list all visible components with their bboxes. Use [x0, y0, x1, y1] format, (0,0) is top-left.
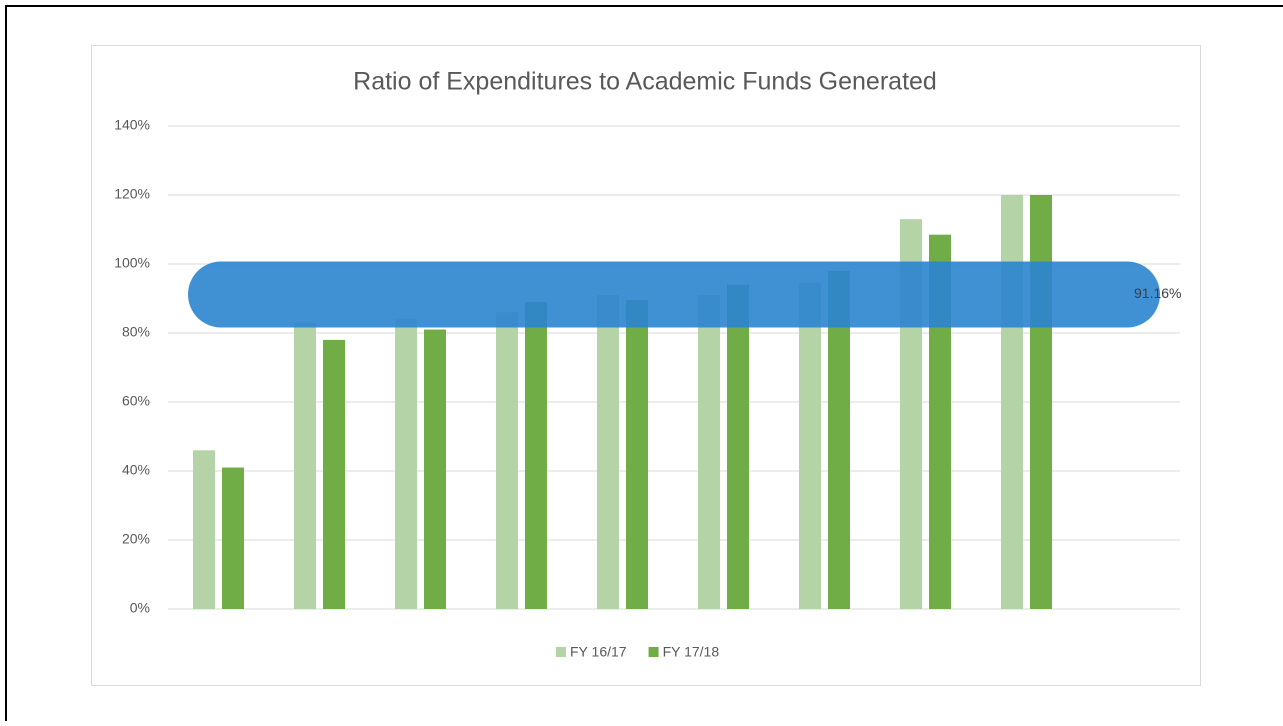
legend-label: FY 17/18 — [663, 644, 720, 660]
bar — [424, 329, 446, 609]
frame — [5, 5, 1283, 726]
y-tick-label: 40% — [122, 462, 150, 478]
legend-swatch — [648, 647, 659, 657]
bar — [222, 467, 244, 609]
legend-label: FY 16/17 — [570, 644, 627, 660]
y-tick-label: 120% — [114, 186, 150, 202]
y-tick-label: 100% — [114, 255, 150, 271]
bar — [929, 234, 951, 610]
bar — [525, 301, 547, 609]
y-tick-label: 80% — [122, 324, 150, 340]
chart-title: Ratio of Expenditures to Academic Funds … — [353, 68, 937, 96]
bar — [193, 450, 215, 609]
y-tick-label: 0% — [130, 600, 150, 616]
bar — [496, 312, 518, 609]
average-label: 91.16% — [1134, 285, 1181, 301]
bar — [799, 282, 821, 609]
y-tick-label: 60% — [122, 393, 150, 409]
bar — [698, 295, 720, 609]
bar — [294, 322, 316, 609]
y-tick-label: 20% — [122, 531, 150, 547]
bar — [597, 295, 619, 609]
bar — [626, 300, 648, 609]
bar — [1030, 195, 1052, 609]
bar — [323, 339, 345, 609]
bar — [727, 284, 749, 609]
bar — [395, 319, 417, 609]
y-tick-label: 140% — [114, 117, 150, 133]
bar — [1001, 195, 1023, 609]
bar — [828, 270, 850, 609]
legend-swatch — [556, 647, 566, 657]
